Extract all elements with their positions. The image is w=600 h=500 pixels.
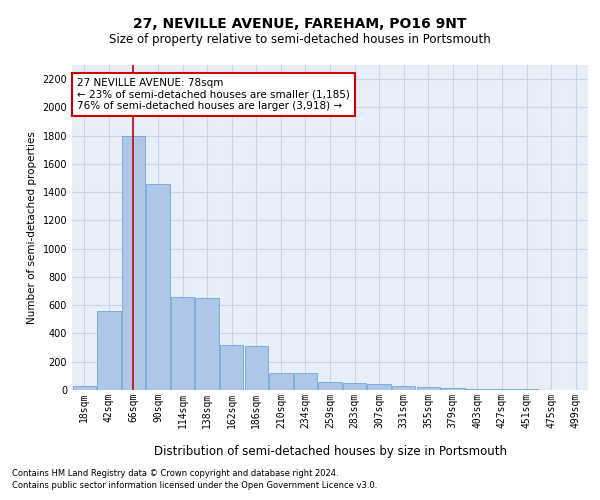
Bar xyxy=(294,373,317,390)
Bar xyxy=(146,184,170,390)
Text: 27 NEVILLE AVENUE: 78sqm
← 23% of semi-detached houses are smaller (1,185)
76% o: 27 NEVILLE AVENUE: 78sqm ← 23% of semi-d… xyxy=(77,78,350,111)
Bar xyxy=(269,373,293,390)
Y-axis label: Number of semi-detached properties: Number of semi-detached properties xyxy=(27,131,37,324)
Bar xyxy=(220,345,244,390)
Text: 27, NEVILLE AVENUE, FAREHAM, PO16 9NT: 27, NEVILLE AVENUE, FAREHAM, PO16 9NT xyxy=(133,18,467,32)
Bar xyxy=(367,384,391,390)
Text: Size of property relative to semi-detached houses in Portsmouth: Size of property relative to semi-detach… xyxy=(109,32,491,46)
Text: Distribution of semi-detached houses by size in Portsmouth: Distribution of semi-detached houses by … xyxy=(154,445,506,458)
Bar xyxy=(122,136,145,390)
Bar xyxy=(319,382,341,390)
Bar xyxy=(441,388,464,390)
Bar xyxy=(416,387,440,390)
Bar xyxy=(392,386,415,390)
Bar xyxy=(97,311,121,390)
Bar xyxy=(171,296,194,390)
Bar xyxy=(196,298,219,390)
Bar xyxy=(490,389,514,390)
Text: Contains public sector information licensed under the Open Government Licence v3: Contains public sector information licen… xyxy=(12,481,377,490)
Bar xyxy=(466,388,489,390)
Bar xyxy=(73,386,96,390)
Text: Contains HM Land Registry data © Crown copyright and database right 2024.: Contains HM Land Registry data © Crown c… xyxy=(12,468,338,477)
Bar xyxy=(343,383,366,390)
Bar xyxy=(245,346,268,390)
